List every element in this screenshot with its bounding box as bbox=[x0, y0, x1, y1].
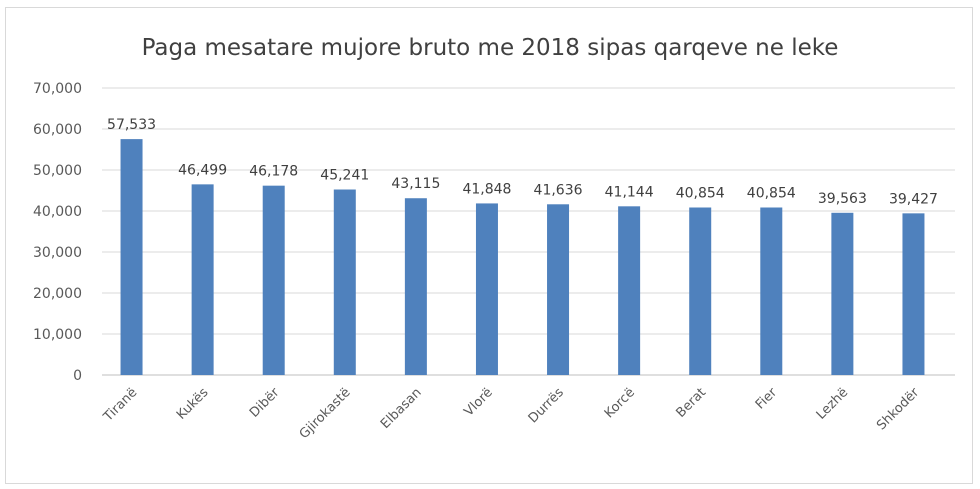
bar bbox=[475, 203, 498, 375]
bar bbox=[191, 184, 214, 375]
bar bbox=[262, 185, 285, 375]
y-tick-label: 20,000 bbox=[33, 286, 82, 302]
x-tick-label: Vlorë bbox=[461, 385, 495, 419]
y-tick-label: 40,000 bbox=[33, 204, 82, 220]
x-tick-label: Tiranë bbox=[100, 385, 140, 425]
data-label: 46,499 bbox=[178, 162, 227, 178]
data-label: 39,563 bbox=[818, 191, 867, 207]
y-tick-label: 10,000 bbox=[33, 327, 82, 343]
data-label: 41,848 bbox=[462, 181, 511, 197]
y-tick-label: 50,000 bbox=[33, 163, 82, 179]
x-tick-label: Kukës bbox=[174, 385, 212, 423]
y-tick-label: 30,000 bbox=[33, 245, 82, 261]
data-label: 39,427 bbox=[889, 191, 938, 207]
x-tick-label: Elbasan bbox=[378, 385, 425, 432]
chart-frame bbox=[5, 7, 973, 484]
x-tick-label: Korcë bbox=[602, 385, 638, 421]
x-tick-label: Durrës bbox=[526, 385, 567, 426]
y-tick-label: 70,000 bbox=[33, 81, 82, 97]
y-tick-label: 0 bbox=[73, 368, 82, 384]
chart-title: Paga mesatare mujore bruto me 2018 sipas… bbox=[142, 35, 839, 61]
data-label: 45,241 bbox=[320, 168, 369, 184]
bar bbox=[404, 198, 427, 375]
data-label: 40,854 bbox=[676, 185, 725, 201]
data-label: 40,854 bbox=[747, 185, 796, 201]
bar bbox=[689, 207, 712, 375]
bar bbox=[547, 204, 570, 375]
y-tick-label: 60,000 bbox=[33, 122, 82, 138]
x-tick-label: Fier bbox=[753, 385, 781, 413]
bar bbox=[760, 207, 783, 375]
bar bbox=[333, 189, 356, 375]
x-tick-label: Berat bbox=[673, 385, 709, 421]
data-label: 41,144 bbox=[605, 184, 654, 200]
bar bbox=[902, 213, 925, 375]
data-label: 43,115 bbox=[391, 176, 440, 192]
data-label: 57,533 bbox=[107, 117, 156, 133]
bar bbox=[831, 212, 854, 375]
x-tick-label: Dibër bbox=[247, 385, 283, 421]
data-label: 46,178 bbox=[249, 164, 298, 180]
x-tick-label: Gjirokastë bbox=[297, 385, 354, 442]
bar bbox=[618, 206, 641, 375]
data-label: 41,636 bbox=[534, 182, 583, 198]
x-tick-label: Lezhë bbox=[814, 385, 852, 423]
x-tick-label: Shkodër bbox=[874, 385, 923, 434]
bar bbox=[120, 139, 143, 375]
